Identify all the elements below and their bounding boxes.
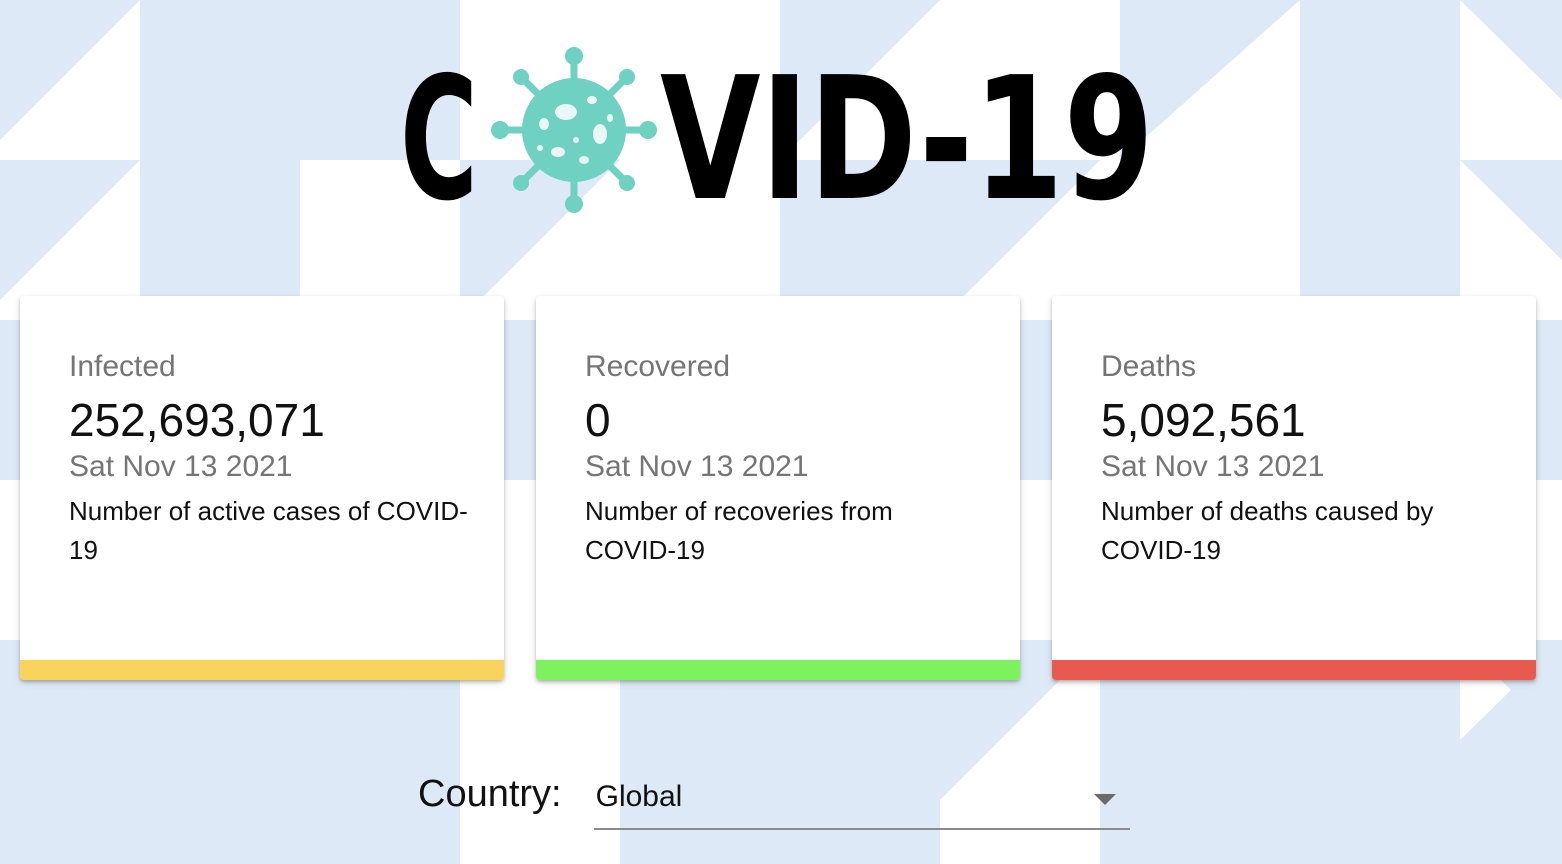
infected-card: Infected 252,693,071 Sat Nov 13 2021 Num… bbox=[20, 296, 504, 680]
card-label: Recovered bbox=[585, 350, 731, 383]
logo-text-vid-19: VID-19 bbox=[660, 41, 1154, 220]
logo-text-c: C bbox=[400, 41, 478, 220]
infected-color-bar bbox=[20, 660, 504, 680]
card-description: Number of deaths caused by COVID-19 bbox=[1101, 496, 1434, 565]
card-value: 252,693,071 bbox=[69, 394, 325, 446]
card-date: Sat Nov 13 2021 bbox=[1101, 450, 1325, 483]
recovered-color-bar bbox=[536, 660, 1020, 680]
card-value: 5,092,561 bbox=[1101, 394, 1306, 446]
card-description: Number of recoveries from COVID-19 bbox=[585, 496, 893, 565]
card-value: 0 bbox=[585, 394, 611, 446]
country-picker: Country: Global bbox=[418, 768, 1130, 830]
card-description: Number of active cases of COVID-19 bbox=[69, 496, 468, 565]
country-label: Country: bbox=[418, 773, 562, 815]
recovered-card: Recovered 0 Sat Nov 13 2021 Number of re… bbox=[536, 296, 1020, 680]
card-label: Infected bbox=[69, 350, 176, 383]
card-label: Deaths bbox=[1101, 350, 1197, 383]
card-date: Sat Nov 13 2021 bbox=[585, 450, 809, 483]
covid-19-logo: C bbox=[398, 40, 1158, 220]
stats-cards: Infected 252,693,071 Sat Nov 13 2021 Num… bbox=[20, 296, 1536, 680]
chevron-down-icon[interactable] bbox=[1093, 794, 1116, 805]
country-select[interactable]: Global bbox=[593, 768, 1130, 830]
card-date: Sat Nov 13 2021 bbox=[69, 450, 293, 483]
deaths-color-bar bbox=[1052, 660, 1536, 680]
deaths-card: Deaths 5,092,561 Sat Nov 13 2021 Number … bbox=[1052, 296, 1536, 680]
virus-icon bbox=[491, 47, 657, 213]
country-selected-value: Global bbox=[595, 780, 683, 813]
